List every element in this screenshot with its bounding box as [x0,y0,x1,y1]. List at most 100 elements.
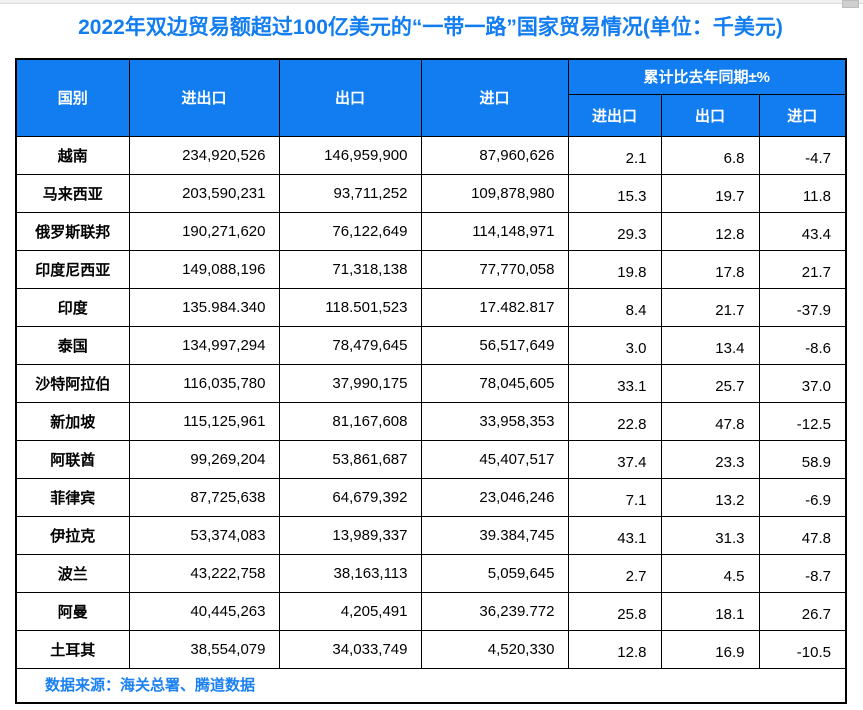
yoy-total-cell: 43.1 [567,515,662,555]
yoy-export-cell: 17.8 [660,249,760,289]
total-trade-cell: 203,590,231 [128,173,280,213]
yoy-export-cell: 16.9 [660,629,760,669]
yoy-export-cell: 6.8 [660,135,760,175]
yoy-total-cell: 8.4 [567,287,662,327]
col-header-yoy-export: 出口 [660,93,760,137]
export-cell: 37,990,175 [278,363,422,403]
country-cell: 新加坡 [15,401,130,441]
yoy-total-cell: 19.8 [567,249,662,289]
col-header-import: 进口 [420,58,569,137]
import-cell: 109,878,980 [420,173,569,213]
header-row-sub: 进出口 出口 进口 [16,93,847,137]
table-row: 伊拉克 53,374,083 13,989,337 39.384,745 43.… [15,515,847,555]
country-cell: 阿曼 [15,591,130,631]
export-cell: 34,033,749 [278,629,422,669]
yoy-total-cell: 37.4 [567,439,662,479]
yoy-export-cell: 4.5 [660,553,760,593]
total-trade-cell: 115,125,961 [128,401,280,441]
country-cell: 俄罗斯联邦 [15,211,130,251]
export-cell: 38,163,113 [278,553,422,593]
yoy-export-cell: 19.7 [660,173,760,213]
country-cell: 伊拉克 [15,515,130,555]
total-trade-cell: 53,374,083 [128,515,280,555]
table-body: 越南 234,920,526 146,959,900 87,960,626 2.… [15,135,847,669]
yoy-export-cell: 25.7 [660,363,760,403]
col-header-yoy-group: 累计比去年同期±% [567,58,847,95]
export-cell: 13,989,337 [278,515,422,555]
import-cell: 56,517,649 [420,325,569,365]
col-header-yoy-total: 进出口 [567,93,662,137]
page-title: 2022年双边贸易额超过100亿美元的“一带一路”国家贸易情况(单位：千美元) [78,16,783,39]
country-cell: 阿联酋 [15,439,130,479]
yoy-export-cell: 31.3 [660,515,760,555]
total-trade-cell: 116,035,780 [128,363,280,403]
table-row: 土耳其 38,554,079 34,033,749 4,520,330 12.8… [15,629,847,669]
table-row: 菲律宾 87,725,638 64,679,392 23,046,246 7.1… [15,477,847,517]
yoy-export-cell: 13.4 [660,325,760,365]
yoy-import-cell: 58.9 [758,439,847,479]
total-trade-cell: 99,269,204 [128,439,280,479]
scrollbar-thumb[interactable] [842,0,859,8]
yoy-import-cell: 21.7 [758,249,847,289]
yoy-total-cell: 2.7 [567,553,662,593]
table-header: 国别 进出口 出口 进口 累计比去年同期±% 进出口 出口 进口 [15,58,847,137]
country-cell: 印度尼西亚 [15,249,130,289]
table-row: 越南 234,920,526 146,959,900 87,960,626 2.… [15,135,847,175]
import-cell: 33,958,353 [420,401,569,441]
yoy-export-cell: 21.7 [660,287,760,327]
table-footer: 数据来源：海关总署、腾道数据 [15,667,847,704]
total-trade-cell: 234,920,526 [128,135,280,175]
table-row: 波兰 43,222,758 38,163,113 5,059,645 2.7 4… [15,553,847,593]
yoy-import-cell: -10.5 [758,629,847,669]
import-cell: 23,046,246 [420,477,569,517]
table-row: 印度尼西亚 149,088,196 71,318,138 77,770,058 … [15,249,847,289]
export-cell: 71,318,138 [278,249,422,289]
table-row: 阿联酋 99,269,204 53,861,687 45,407,517 37.… [15,439,847,479]
window-top-edge [0,0,863,4]
yoy-export-cell: 12.8 [660,211,760,251]
import-cell: 39.384,745 [420,515,569,555]
export-cell: 78,479,645 [278,325,422,365]
trade-table: 国别 进出口 出口 进口 累计比去年同期±% 进出口 出口 进口 越南 234,… [15,58,847,704]
import-cell: 114,148,971 [420,211,569,251]
country-cell: 菲律宾 [15,477,130,517]
yoy-export-cell: 47.8 [660,401,760,441]
header-row-group: 国别 进出口 出口 进口 累计比去年同期±% [15,58,847,137]
country-cell: 泰国 [15,325,130,365]
import-cell: 4,520,330 [420,629,569,669]
export-cell: 64,679,392 [278,477,422,517]
table-row: 俄罗斯联邦 190,271,620 76,122,649 114,148,971… [15,211,847,251]
country-cell: 沙特阿拉伯 [15,363,130,403]
yoy-import-cell: 26.7 [758,591,847,631]
total-trade-cell: 135.984.340 [128,287,280,327]
table-row: 马来西亚 203,590,231 93,711,252 109,878,980 … [15,173,847,213]
country-cell: 马来西亚 [15,173,130,213]
col-header-yoy-import: 进口 [758,93,847,137]
country-cell: 越南 [15,135,130,175]
export-cell: 76,122,649 [278,211,422,251]
yoy-total-cell: 29.3 [567,211,662,251]
yoy-import-cell: -6.9 [758,477,847,517]
yoy-import-cell: -12.5 [758,401,847,441]
import-cell: 87,960,626 [420,135,569,175]
col-header-country: 国别 [15,58,130,137]
source-row: 数据来源：海关总署、腾道数据 [15,667,847,704]
total-trade-cell: 134,997,294 [128,325,280,365]
yoy-export-cell: 18.1 [660,591,760,631]
table-row: 印度 135.984.340 118.501,523 17.482.817 8.… [15,287,847,327]
import-cell: 77,770,058 [420,249,569,289]
import-cell: 36,239.772 [420,591,569,631]
total-trade-cell: 43,222,758 [128,553,280,593]
col-header-total: 进出口 [128,58,280,137]
yoy-total-cell: 22.8 [567,401,662,441]
yoy-total-cell: 3.0 [567,325,662,365]
yoy-total-cell: 15.3 [567,173,662,213]
export-cell: 4,205,491 [278,591,422,631]
total-trade-cell: 87,725,638 [128,477,280,517]
yoy-export-cell: 23.3 [660,439,760,479]
table-row: 新加坡 115,125,961 81,167,608 33,958,353 22… [15,401,847,441]
export-cell: 81,167,608 [278,401,422,441]
yoy-total-cell: 2.1 [567,135,662,175]
export-cell: 118.501,523 [278,287,422,327]
yoy-import-cell: 37.0 [758,363,847,403]
